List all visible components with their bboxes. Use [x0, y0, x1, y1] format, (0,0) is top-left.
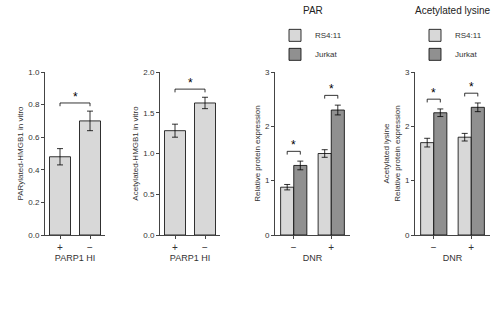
svg-text:3: 3 — [265, 68, 270, 77]
svg-text:−: − — [87, 242, 93, 253]
svg-text:1.0: 1.0 — [28, 68, 40, 77]
svg-text:2: 2 — [265, 122, 270, 131]
svg-text:1: 1 — [405, 176, 410, 185]
svg-text:Jurkat: Jurkat — [315, 50, 338, 59]
svg-text:*: * — [431, 86, 436, 100]
svg-text:+: + — [57, 242, 63, 253]
svg-text:Acetylated lysineRelative prot: Acetylated lysineRelative protein expres… — [382, 105, 401, 202]
svg-text:*: * — [73, 90, 78, 104]
svg-text:2.0: 2.0 — [143, 68, 155, 77]
svg-text:−: − — [431, 242, 437, 253]
svg-text:PARP1 HI: PARP1 HI — [170, 253, 210, 263]
svg-text:0.2: 0.2 — [28, 198, 40, 207]
svg-text:3: 3 — [405, 68, 410, 77]
svg-text:+: + — [328, 242, 334, 253]
svg-text:*: * — [188, 76, 193, 90]
svg-text:*: * — [329, 82, 334, 96]
svg-text:+: + — [468, 242, 474, 253]
svg-text:1.5: 1.5 — [143, 109, 155, 118]
svg-text:Acetylated-HMGB1 in vitro: Acetylated-HMGB1 in vitro — [131, 106, 140, 201]
svg-text:1: 1 — [265, 176, 270, 185]
svg-text:DNR: DNR — [443, 253, 463, 263]
svg-text:RS4:11: RS4:11 — [455, 31, 482, 40]
svg-text:0.5: 0.5 — [143, 190, 155, 199]
svg-text:0.4: 0.4 — [28, 166, 40, 175]
svg-text:0.0: 0.0 — [143, 231, 155, 240]
svg-text:PARP1 HI: PARP1 HI — [55, 253, 95, 263]
svg-text:PARylated-HMGB1 in vitro: PARylated-HMGB1 in vitro — [16, 106, 25, 201]
svg-text:+: + — [172, 242, 178, 253]
svg-text:0: 0 — [405, 231, 410, 240]
svg-text:0.6: 0.6 — [28, 133, 40, 142]
svg-text:Acetylated lysine: Acetylated lysine — [415, 5, 490, 16]
svg-text:2: 2 — [405, 122, 410, 131]
svg-text:0: 0 — [265, 231, 270, 240]
svg-text:PAR: PAR — [303, 5, 323, 16]
svg-text:0.0: 0.0 — [28, 231, 40, 240]
svg-text:*: * — [291, 138, 296, 152]
svg-text:0.8: 0.8 — [28, 100, 40, 109]
svg-text:RS4:11: RS4:11 — [315, 31, 342, 40]
svg-text:1.0: 1.0 — [143, 149, 155, 158]
svg-text:*: * — [469, 80, 474, 94]
svg-text:Relative protein expression: Relative protein expression — [253, 105, 262, 202]
svg-text:−: − — [291, 242, 297, 253]
svg-text:Jurkat: Jurkat — [455, 50, 478, 59]
svg-text:−: − — [202, 242, 208, 253]
svg-text:DNR: DNR — [303, 253, 323, 263]
